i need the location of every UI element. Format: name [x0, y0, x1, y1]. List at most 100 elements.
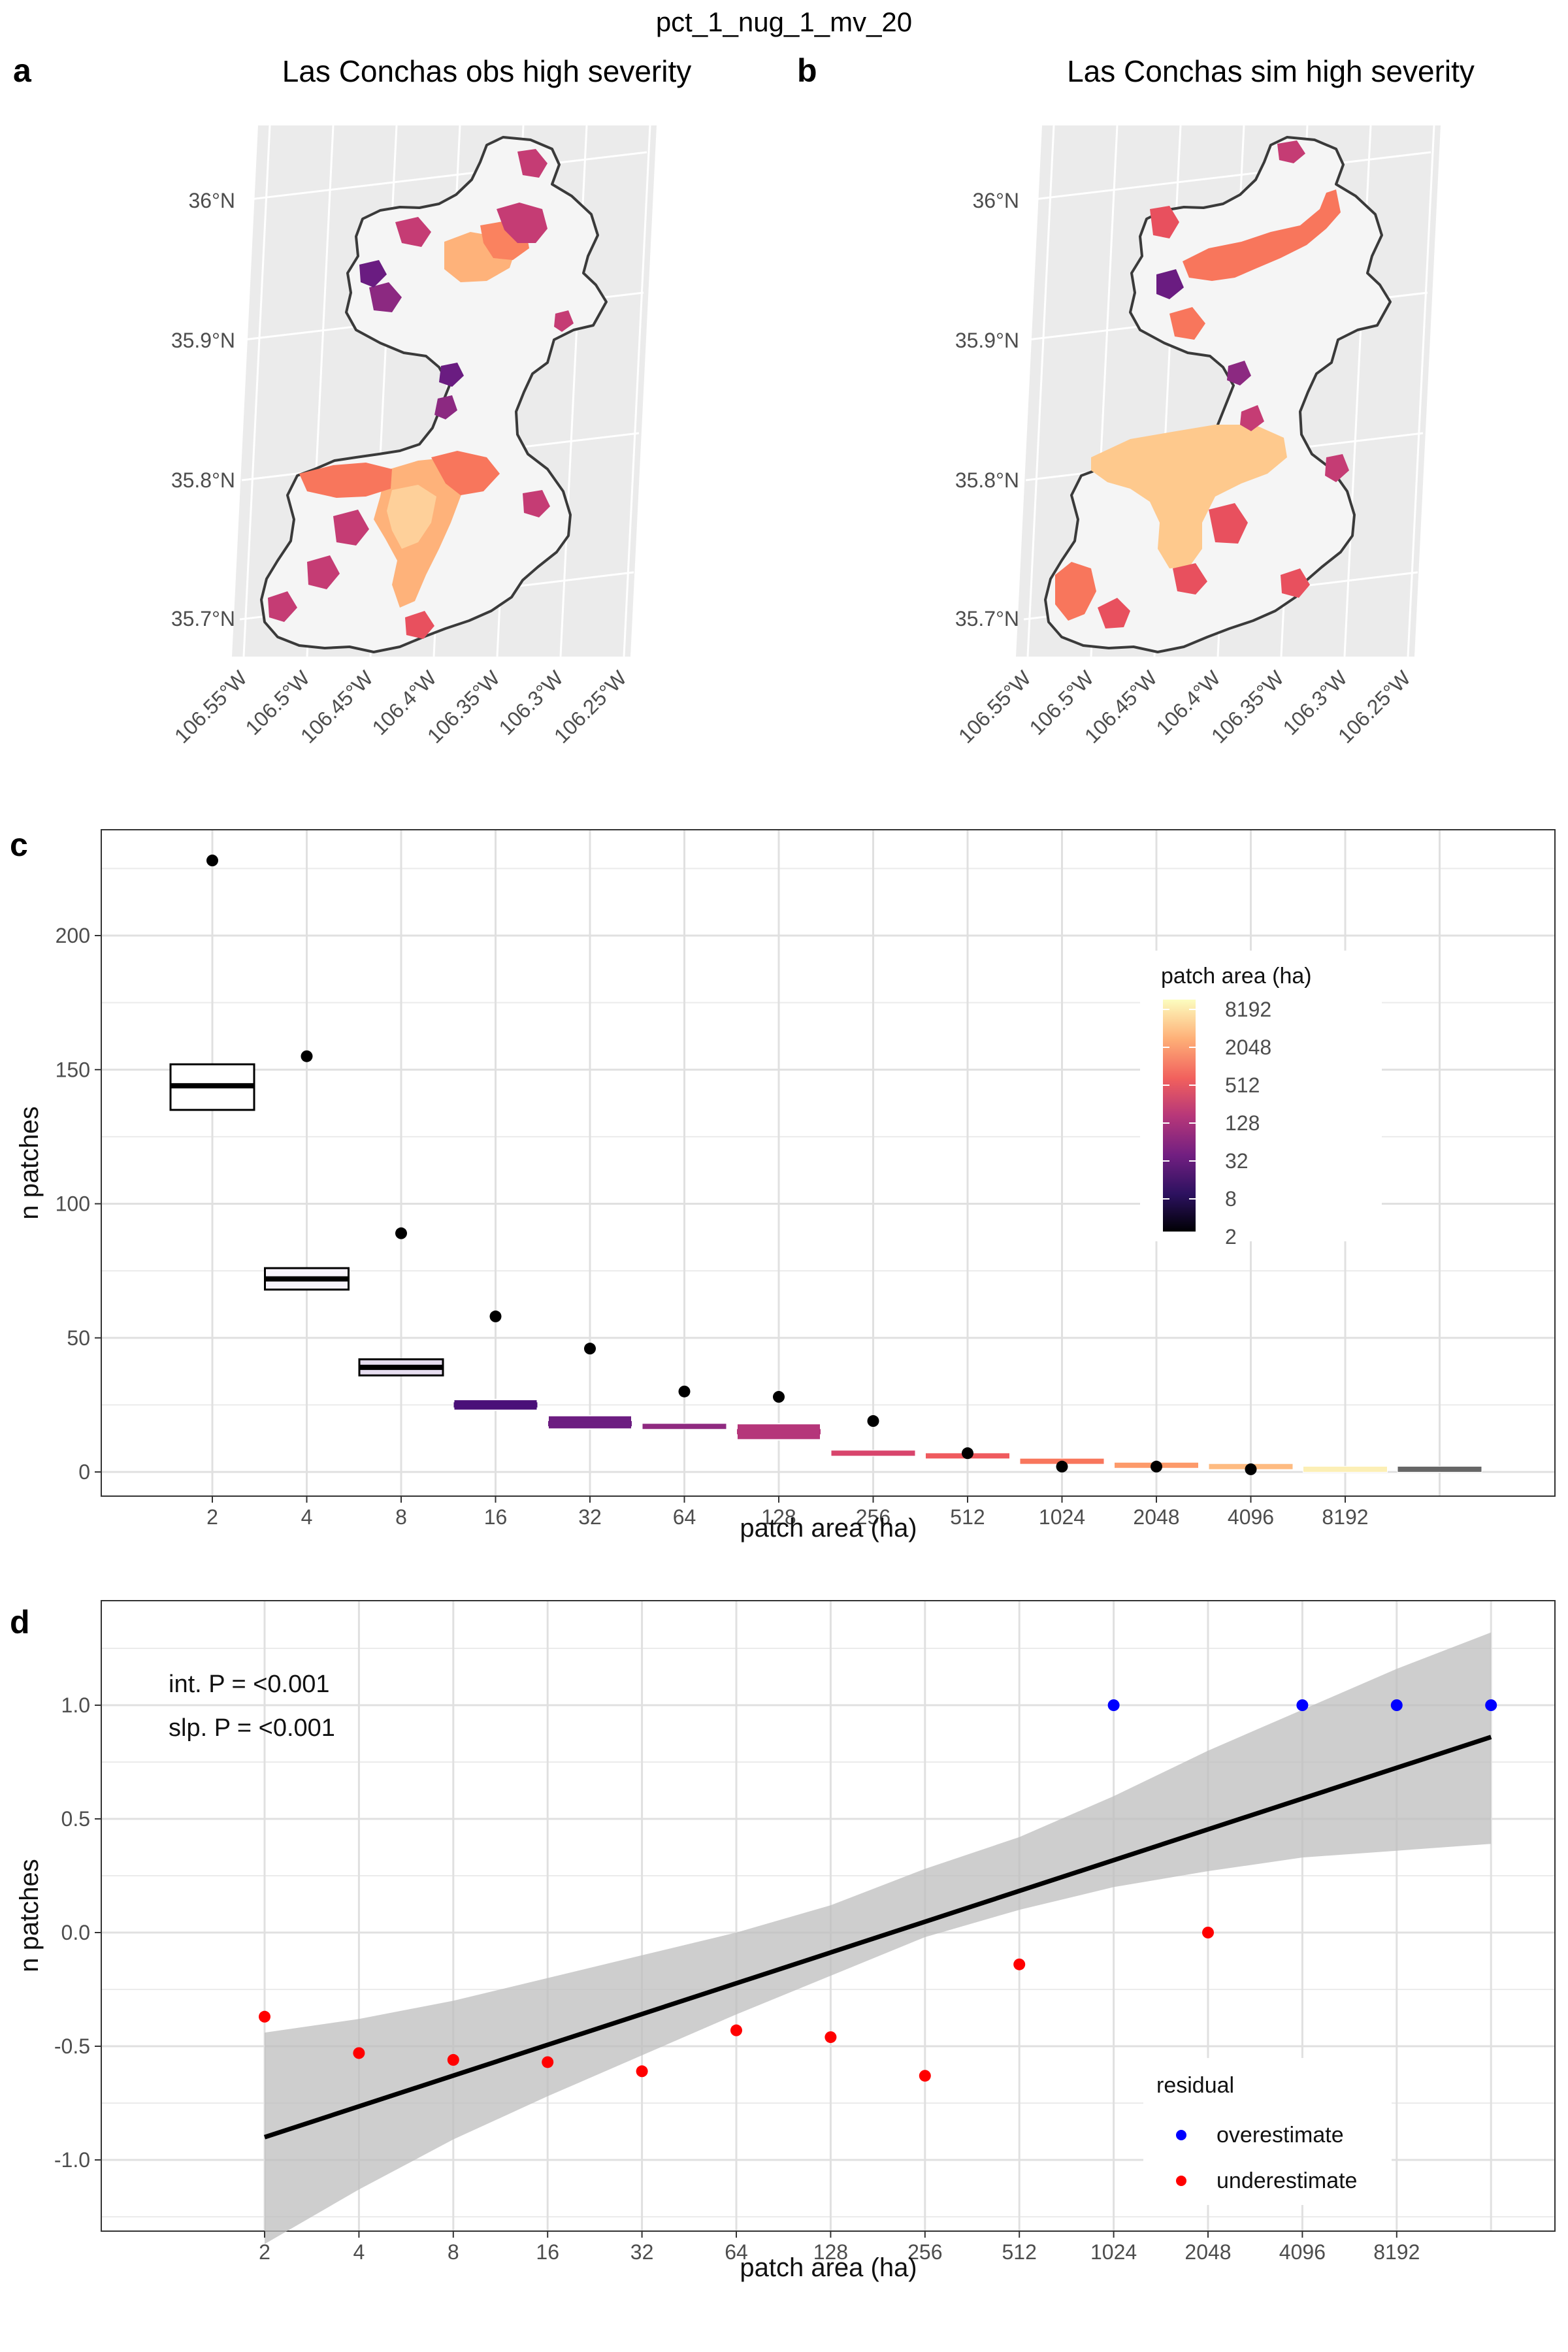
y-tick-label: -0.5 — [54, 2034, 90, 2058]
legend-marker-underestimate — [1176, 2176, 1186, 2186]
colorbar-label: 2 — [1225, 1225, 1237, 1249]
panel-d-y-axis-title: n patches — [15, 1859, 44, 1972]
panel-c-x-tick-labels: 2 4 8 16 32 64 128 256 512 1024 2048 4096 8192 — [206, 1496, 1369, 1529]
panel-d-y-tick-labels: -1.0 -0.5 0.0 0.5 1.0 — [54, 1693, 101, 2172]
lon-label: 106.55°W — [170, 666, 252, 748]
x-tick-label: 512 — [950, 1505, 985, 1529]
panel-c-boxes — [169, 1063, 1482, 1473]
panel-c-colorbar — [1163, 1000, 1196, 1232]
x-tick-label: 256 — [856, 1505, 890, 1529]
panel-b-title: Las Conchas sim high severity — [1067, 54, 1475, 88]
panel-a-title: Las Conchas obs high severity — [282, 54, 691, 88]
panel-c-colorbar-labels: 8192 2048 512 128 32 8 2 — [1163, 998, 1271, 1249]
panel-a-label: a — [13, 52, 32, 89]
panel-c-x-axis-title: patch area (ha) — [740, 1514, 917, 1543]
observed-point — [395, 1227, 407, 1239]
panel-a: a Las Conchas obs high severity 36°N 35.… — [13, 52, 691, 748]
x-tick-label: 4 — [353, 2240, 365, 2264]
x-tick-label: 8 — [448, 2240, 459, 2264]
colorbar-label: 8192 — [1225, 998, 1271, 1021]
residual-point — [1202, 1927, 1214, 1938]
observed-point — [489, 1310, 502, 1322]
y-tick-label: -1.0 — [54, 2148, 90, 2172]
y-tick-label: 0.5 — [61, 1807, 90, 1831]
observed-point — [206, 855, 218, 867]
x-tick-label: 4096 — [1279, 2240, 1326, 2264]
lat-label: 35.7°N — [955, 607, 1019, 630]
x-tick-label: 2048 — [1133, 1505, 1179, 1529]
residual-point — [353, 2047, 365, 2059]
colorbar-label: 2048 — [1225, 1036, 1271, 1059]
x-tick-label: 256 — [907, 2240, 942, 2264]
panel-d-residual-points — [259, 1699, 1497, 2082]
x-tick-label: 16 — [536, 2240, 559, 2264]
x-tick-label: 64 — [673, 1505, 696, 1529]
panel-c-legend-title: patch area (ha) — [1161, 964, 1312, 988]
observed-point — [867, 1415, 879, 1428]
panel-b-fire-perimeter — [1044, 136, 1392, 653]
panel-d-fit-line — [263, 1735, 1492, 2140]
x-tick-label: 2 — [259, 2240, 270, 2264]
x-tick-label: 8192 — [1373, 2240, 1420, 2264]
x-tick-label: 64 — [725, 2240, 748, 2264]
residual-point — [1107, 1699, 1120, 1711]
panel-c: c 0 50 100 150 200 2 4 8 16 32 64 128 256 512 1024 204… — [10, 826, 1556, 1543]
residual-point — [259, 2010, 270, 2023]
annotation-intercept-p: int. P = <0.001 — [169, 1671, 330, 1698]
x-tick-label: 512 — [1002, 2240, 1037, 2264]
lat-label: 36°N — [973, 189, 1020, 212]
y-tick-label: 0 — [78, 1460, 90, 1484]
x-tick-label: 128 — [761, 1505, 796, 1529]
observed-point — [962, 1447, 973, 1460]
annotation-slope-p: slp. P = <0.001 — [169, 1714, 335, 1742]
lon-label: 106.55°W — [954, 666, 1036, 748]
panel-d-x-tick-labels: 2 4 8 16 32 64 128 256 512 1024 2048 4096 8192 — [259, 2231, 1420, 2264]
panel-d-label: d — [10, 1604, 30, 1641]
panel-b-lat-labels: 36°N 35.9°N 35.8°N 35.7°N — [955, 189, 1019, 630]
panel-d-legend-title: residual — [1156, 2073, 1234, 2098]
y-tick-label: 0.0 — [61, 1921, 90, 1944]
residual-point — [447, 2053, 459, 2066]
residual-point — [730, 2024, 742, 2036]
lat-label: 35.8°N — [955, 468, 1019, 492]
panel-d: d -1.0 -0.5 0.0 0.5 1.0 2 4 8 16 32 64 128 256 512 10… — [10, 1600, 1556, 2282]
legend-marker-overestimate — [1176, 2130, 1186, 2140]
legend-label-overestimate: overestimate — [1217, 2123, 1344, 2148]
observed-point — [1151, 1460, 1162, 1473]
lat-label: 35.7°N — [171, 607, 235, 630]
x-tick-label: 4096 — [1228, 1505, 1274, 1529]
observed-point — [1056, 1460, 1068, 1473]
lat-label: 35.9°N — [171, 329, 235, 352]
x-tick-label: 2 — [206, 1505, 218, 1529]
x-tick-label: 1024 — [1090, 2240, 1137, 2264]
residual-point — [1013, 1958, 1026, 1970]
y-tick-label: 100 — [56, 1192, 90, 1216]
y-tick-label: 200 — [56, 924, 90, 947]
lat-label: 36°N — [189, 189, 236, 212]
residual-point — [636, 2065, 648, 2078]
colorbar-label: 512 — [1225, 1073, 1260, 1097]
residual-point — [542, 2056, 554, 2068]
observed-point — [1245, 1463, 1257, 1475]
observed-point — [301, 1050, 313, 1062]
residual-point — [825, 2031, 837, 2044]
lat-label: 35.8°N — [171, 468, 235, 492]
x-tick-label: 8192 — [1322, 1505, 1368, 1529]
panel-a-severity-patches — [268, 149, 574, 639]
panel-b-lon-labels: 106.55°W 106.5°W 106.45°W 106.4°W 106.35… — [954, 666, 1416, 748]
panel-c-y-axis-title: n patches — [15, 1106, 44, 1219]
y-tick-label: 1.0 — [61, 1693, 90, 1717]
x-tick-label: 2048 — [1184, 2240, 1231, 2264]
panel-d-grid — [102, 1601, 1554, 2230]
x-tick-label: 8 — [395, 1505, 407, 1529]
lat-label: 35.9°N — [955, 329, 1019, 352]
panel-b-severity-patches — [1055, 140, 1349, 629]
x-tick-label: 32 — [630, 2240, 654, 2264]
panel-b-fire-group — [1044, 136, 1392, 653]
panel-c-label: c — [10, 826, 28, 863]
panel-c-legend: patch area (ha) 8192 2048 512 128 32 8 2 — [1140, 951, 1382, 1249]
panel-c-y-tick-labels: 0 50 100 150 200 — [56, 924, 101, 1484]
observed-point — [678, 1385, 691, 1397]
x-tick-label: 4 — [301, 1505, 313, 1529]
